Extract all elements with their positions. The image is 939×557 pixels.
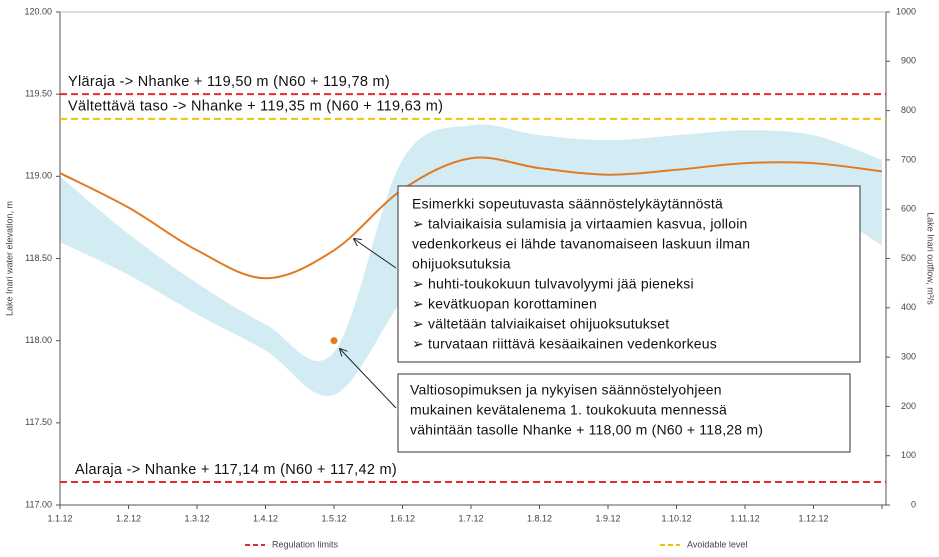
y-tick-label: 117.00 xyxy=(25,499,52,509)
x-tick-label: 1.7.12 xyxy=(458,513,483,523)
data-point xyxy=(330,337,338,345)
callout-arrow xyxy=(340,349,397,409)
y2-tick-label: 200 xyxy=(901,401,916,411)
y2-axis-title: Lake Inari outflow, m³/s xyxy=(926,212,936,305)
y-tick-label: 120.00 xyxy=(24,6,52,16)
legend-label: Avoidable level xyxy=(687,539,747,549)
callout-text: ➢ turvataan riittävä kesäaikainen vedenk… xyxy=(412,336,717,352)
line-annotation: Yläraja -> Nhanke + 119,50 m (N60 + 119,… xyxy=(68,74,390,90)
callout-box xyxy=(397,373,851,453)
overlay: Yläraja -> Nhanke + 119,50 m (N60 + 119,… xyxy=(68,74,763,549)
line-annotation: Alaraja -> Nhanke + 117,14 m (N60 + 117,… xyxy=(75,462,397,478)
y2-tick-label: 500 xyxy=(901,253,916,263)
line-annotation: Vältettävä taso -> Nhanke + 119,35 m (N6… xyxy=(68,99,443,115)
y2-tick-label: 800 xyxy=(901,105,916,115)
callout-text: ➢ kevätkuopan korottaminen xyxy=(412,296,597,312)
y2-tick-label: 300 xyxy=(901,351,916,361)
x-tick-label: 1.5.12 xyxy=(321,513,346,523)
x-tick-label: 1.12.12 xyxy=(798,513,828,523)
y2-tick-label: 0 xyxy=(911,499,916,509)
x-tick-label: 1.6.12 xyxy=(390,513,415,523)
y-tick-label: 118.00 xyxy=(25,335,52,345)
x-tick-label: 1.9.12 xyxy=(595,513,620,523)
x-tick-label: 1.1.12 xyxy=(47,513,72,523)
y2-tick-label: 900 xyxy=(901,56,916,66)
x-tick-label: 1.11.12 xyxy=(730,513,759,523)
callout-text: vedenkorkeus ei lähde tavanomaiseen lask… xyxy=(412,236,750,252)
series-line xyxy=(59,156,883,280)
callout-text: mukainen kevätalenema 1. toukokuuta menn… xyxy=(410,402,727,418)
y2-tick-label: 700 xyxy=(901,154,916,164)
x-tick-label: 1.4.12 xyxy=(253,513,278,523)
y-axis-title: Lake Inari water elevation, m xyxy=(4,201,14,316)
y-tick-label: 119.50 xyxy=(25,89,52,99)
callout-text: Valtiosopimuksen ja nykyisen säännöstely… xyxy=(410,382,722,398)
callout-arrow xyxy=(354,239,397,269)
x-tick-label: 1.8.12 xyxy=(527,513,552,523)
callout-text: vähintään tasolle Nhanke + 118,00 m (N60… xyxy=(410,422,763,438)
y2-tick-label: 100 xyxy=(901,450,916,460)
legend-label: Regulation limits xyxy=(272,539,339,549)
x-tick-label: 1.10.12 xyxy=(661,513,691,523)
y2-tick-label: 600 xyxy=(901,204,916,214)
callout-text: Esimerkki sopeutuvasta säännöstelykäytän… xyxy=(412,196,723,212)
y-tick-label: 118.50 xyxy=(25,253,52,263)
y2-tick-label: 1000 xyxy=(896,6,916,16)
y-tick-label: 119.00 xyxy=(25,171,52,181)
callout-text: ➢ vältetään talviaikaiset ohijuoksutukse… xyxy=(412,316,669,332)
x-tick-label: 1.3.12 xyxy=(184,513,209,523)
callout-text: ohijuoksutuksia xyxy=(412,256,511,272)
callout-text: ➢ talviaikaisia sulamisia ja virtaamien … xyxy=(412,216,748,232)
y-tick-label: 117.50 xyxy=(25,417,52,427)
callout-box xyxy=(397,185,861,363)
x-tick-label: 1.2.12 xyxy=(116,513,141,523)
callout-text: ➢ huhti-toukokuun tulvavolyymi jää piene… xyxy=(412,276,694,292)
y2-tick-label: 400 xyxy=(901,302,916,312)
